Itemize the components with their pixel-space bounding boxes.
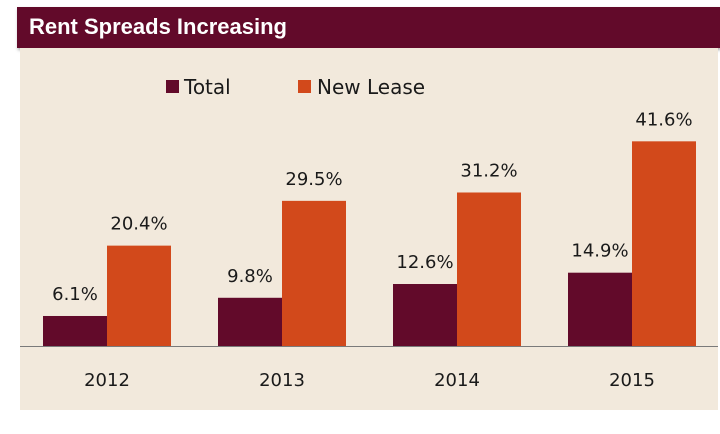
data-label-total-2014: 12.6% — [396, 252, 453, 273]
x-axis-ticks: 2012 2013 2014 2015 — [84, 370, 655, 391]
data-label-new-lease-2012: 20.4% — [110, 214, 167, 235]
x-tick-label-2014: 2014 — [434, 370, 480, 391]
data-label-new-lease-2013: 29.5% — [285, 169, 342, 190]
chart-panel — [20, 48, 718, 410]
bar-total-2014 — [393, 284, 457, 346]
legend-swatch-total — [166, 80, 179, 93]
bar-total-2013 — [218, 297, 282, 346]
legend: Total New Lease — [166, 75, 425, 99]
x-tick-label-2015: 2015 — [609, 370, 655, 391]
chart-title: Rent Spreads Increasing — [29, 14, 287, 39]
bar-new-lease-2014 — [457, 192, 521, 346]
bar-new-lease-2015 — [632, 141, 696, 346]
x-tick-label-2013: 2013 — [259, 370, 305, 391]
x-tick-label-2012: 2012 — [84, 370, 130, 391]
bar-new-lease-2012 — [107, 245, 171, 346]
bars — [43, 141, 696, 346]
legend-label-new-lease: New Lease — [317, 75, 425, 99]
data-label-new-lease-2014: 31.2% — [460, 160, 517, 181]
bar-total-2012 — [43, 315, 107, 346]
legend-label-total: Total — [183, 75, 231, 99]
bar-new-lease-2013 — [282, 200, 346, 346]
data-label-total-2015: 14.9% — [571, 241, 628, 262]
data-label-total-2012: 6.1% — [52, 284, 98, 305]
title-bar: Rent Spreads Increasing — [17, 7, 720, 48]
data-label-new-lease-2015: 41.6% — [635, 109, 692, 130]
data-label-total-2013: 9.8% — [227, 266, 273, 287]
legend-swatch-new-lease — [298, 80, 311, 93]
data-labels: 6.1% 20.4% 9.8% 29.5% 12.6% 31.2% 14.9% 41.6% — [52, 109, 692, 305]
bar-total-2015 — [568, 272, 632, 346]
